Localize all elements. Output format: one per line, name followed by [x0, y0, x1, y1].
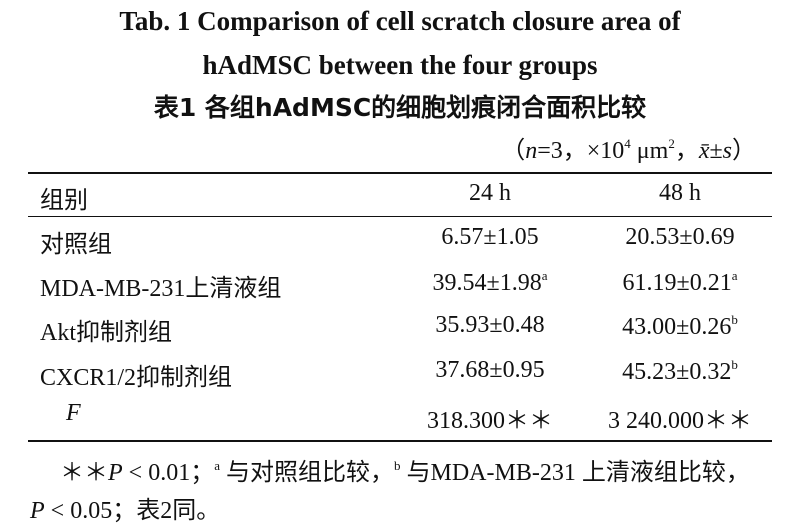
column-header: 48 h [659, 180, 701, 206]
top-rule [28, 172, 772, 174]
cell-value: 3 240.000＊＊ [608, 408, 752, 434]
unit-part: 2 [668, 136, 675, 151]
footnote-part: P [108, 460, 123, 486]
unit-part: n [525, 138, 538, 164]
cell: 20.53±0.69 [580, 224, 780, 251]
footnote-part: 与对照组比较， [220, 460, 394, 486]
footnote-part: b [394, 458, 401, 473]
cell: 3 240.000＊＊ [580, 400, 780, 435]
cell: 318.300＊＊ [390, 400, 590, 435]
cell-superscript: b [731, 312, 738, 327]
row-label: F [66, 400, 81, 426]
unit-part: （ [501, 138, 526, 164]
footnote: P < 0.05；表2同。 [30, 490, 220, 525]
cell-value: 6.57±1.05 [441, 224, 539, 250]
unit-part: 4 [624, 136, 631, 151]
cell: 61.19±0.21a [580, 268, 780, 297]
cell-value: 61.19±0.21 [622, 270, 732, 296]
title-en: Tab. 1 Comparison of cell scratch closur… [119, 6, 681, 36]
unit-part: x̄ [698, 138, 710, 164]
cell-value: 318.300＊＊ [427, 408, 553, 434]
cell-value: 35.93±0.48 [435, 312, 545, 338]
cell-value: 37.68±0.95 [435, 357, 545, 383]
footnote: ＊＊P < 0.01；a 与对照组比较，b 与MDA-MB-231 上清液组比较… [60, 452, 750, 487]
cell: 45.23±0.32b [580, 357, 780, 386]
cell: 39.54±1.98a [390, 268, 590, 297]
cell-superscript: a [731, 268, 738, 283]
unit-part: ± [709, 138, 723, 164]
row-label: 对照组 [40, 232, 112, 258]
cell: 35.93±0.48 [390, 312, 590, 339]
column-header: 组别 [40, 188, 88, 214]
unit-part: s [722, 138, 732, 164]
cell-value: 43.00±0.26 [622, 314, 732, 340]
cell: 43.00±0.26b [580, 312, 780, 341]
cell-superscript: a [541, 268, 548, 283]
unit-part: μm [630, 138, 669, 164]
footnote-part: P [30, 498, 45, 524]
footnote-part: 与MDA-MB-231 上清液组比较， [400, 460, 750, 486]
cell: 37.68±0.95 [390, 357, 590, 384]
cell: 6.57±1.05 [390, 224, 590, 251]
cell-value: 39.54±1.98 [432, 270, 542, 296]
cell-value: 20.53±0.69 [625, 224, 735, 250]
footnote-part: a [214, 458, 220, 473]
unit-part: ， [674, 138, 699, 164]
title-en: hAdMSC between the four groups [202, 50, 598, 80]
title-cn: 表1 各组hAdMSC的细胞划痕闭合面积比较 [153, 93, 647, 122]
cell-value: 45.23±0.32 [622, 359, 732, 385]
unit: （n=3，×104 μm2，x̄±s） [501, 130, 756, 165]
row-label: CXCR1/2抑制剂组 [40, 365, 233, 391]
unit-part: =3，×10 [537, 138, 625, 164]
bottom-rule [28, 440, 772, 442]
column-header: 24 h [469, 180, 511, 206]
footnote-part: < 0.01； [122, 460, 215, 486]
row-label: Akt抑制剂组 [40, 320, 172, 346]
footnote-part: ＊＊ [60, 460, 108, 486]
footnote-part: < 0.05；表2同。 [44, 498, 221, 524]
row-label: MDA-MB-231上清液组 [40, 276, 282, 302]
header-rule [28, 216, 772, 217]
unit-part: ） [732, 138, 756, 164]
cell-superscript: b [731, 357, 738, 372]
